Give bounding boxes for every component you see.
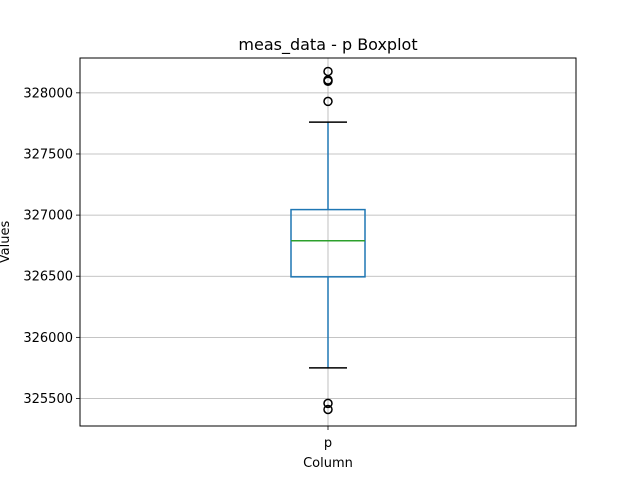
y-axis: 325500 326000 326500 327000 327500 328000 (23, 86, 80, 407)
box-iqr (290, 208, 366, 278)
y-axis-label: Values (0, 221, 13, 264)
x-axis: p (324, 426, 332, 451)
x-axis-label: Column (303, 456, 353, 471)
plot-area (290, 66, 366, 415)
y-tick-label: 327000 (23, 209, 73, 224)
y-tick-label: 325500 (23, 392, 73, 407)
y-tick-label: 328000 (23, 86, 73, 101)
outlier-point (323, 96, 333, 107)
grid-lines (80, 58, 576, 426)
outlier-point (323, 398, 333, 409)
y-tick-label: 326500 (23, 270, 73, 285)
outlier-point (323, 404, 333, 415)
outlier-point (323, 76, 333, 86)
y-tick-label: 327500 (23, 147, 73, 162)
chart-title: meas_data - p Boxplot (238, 35, 417, 55)
x-tick-label: p (324, 436, 332, 451)
y-tick-label: 326000 (23, 331, 73, 346)
